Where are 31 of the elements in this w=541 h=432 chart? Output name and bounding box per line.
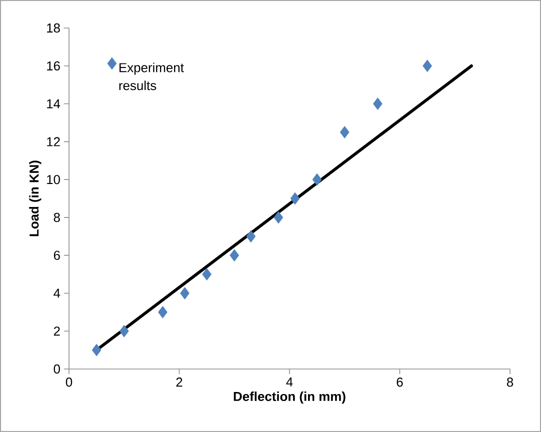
point: [274, 211, 284, 224]
y-tick-label: 6: [54, 250, 60, 260]
x-tick-label: 8: [506, 378, 514, 387]
y-tick-label: 14: [47, 99, 60, 108]
y-tick-label: 12: [47, 137, 60, 146]
y-tick-label: 4: [54, 288, 60, 298]
point: [202, 268, 212, 280]
point: [230, 249, 240, 262]
y-tick-label: 2: [54, 326, 60, 336]
point: [312, 173, 322, 186]
x-tick-label: 4: [286, 378, 293, 386]
point: [119, 324, 129, 338]
x-axis-title: Deflection (in mm): [234, 392, 346, 404]
x-tick-label: 6: [396, 378, 403, 387]
y-tick-label: 10: [47, 174, 60, 184]
point: [373, 98, 382, 110]
y-tick-label: 16: [47, 61, 60, 70]
y-tick-label: 8: [54, 212, 60, 222]
point: [246, 230, 256, 243]
y-axis-title: Load (in KN): [29, 160, 42, 236]
x-tick-label: 2: [176, 378, 182, 387]
point: [158, 306, 168, 318]
point: [422, 60, 432, 72]
y-tick-label: 0: [54, 364, 60, 374]
point: [92, 344, 102, 356]
y-tick-label: 18: [47, 23, 60, 33]
x-tick-label: 0: [66, 378, 72, 387]
point: [340, 126, 350, 138]
legend-label: Experiment results: [119, 62, 184, 90]
point: [180, 287, 190, 300]
point: [290, 192, 300, 205]
